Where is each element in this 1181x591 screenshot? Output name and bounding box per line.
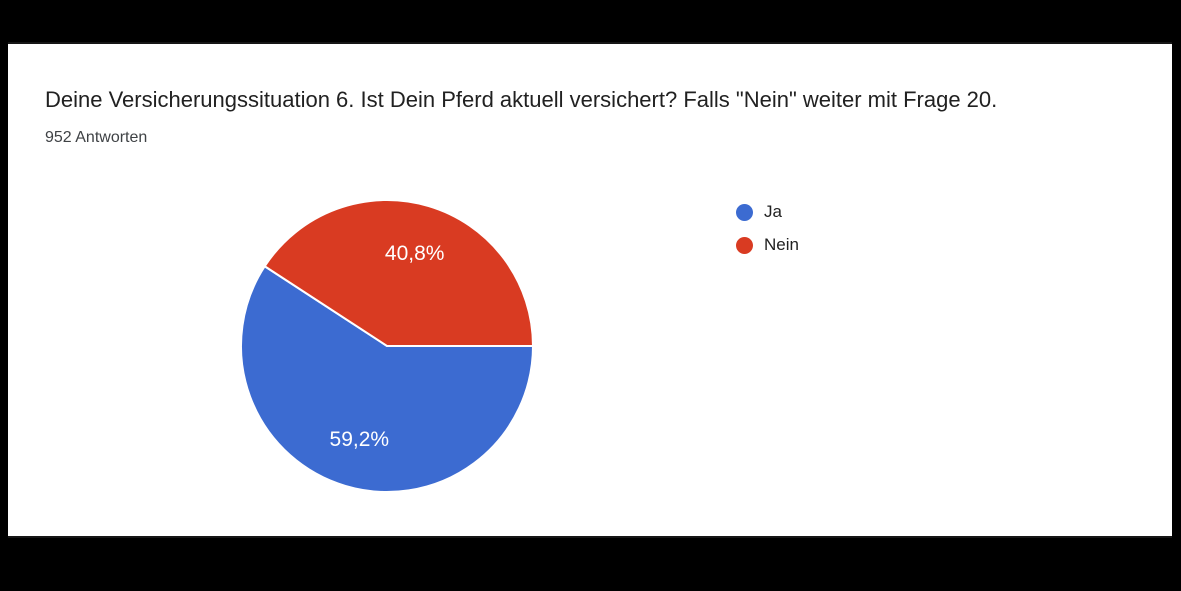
legend-label-ja: Ja <box>764 202 782 221</box>
pie-chart: 59,2% 40,8% <box>240 199 534 493</box>
legend-label-nein: Nein <box>764 235 799 254</box>
legend-swatch-nein-icon <box>736 236 753 254</box>
legend-item-ja: Ja <box>736 202 799 222</box>
question-title: Deine Versicherungssituation 6. Ist Dein… <box>45 87 998 112</box>
chart-legend: Ja Nein <box>736 202 799 255</box>
pie-slice-label-nein: 40,8% <box>385 242 445 265</box>
pie-slice-nein[interactable] <box>263 199 534 347</box>
responses-count: 952 Antworten <box>45 129 148 146</box>
pie-slice-label-ja: 59,2% <box>330 428 390 451</box>
chart-card: Deine Versicherungssituation 6. Ist Dein… <box>8 42 1172 538</box>
legend-item-nein: Nein <box>736 235 799 255</box>
legend-swatch-ja-icon <box>736 203 753 221</box>
pie-slice-ja[interactable] <box>240 265 534 493</box>
